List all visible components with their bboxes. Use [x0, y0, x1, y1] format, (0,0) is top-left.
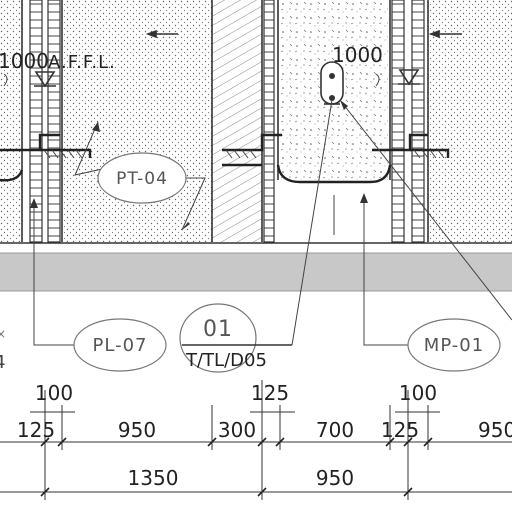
right-wall-panel — [428, 0, 512, 242]
edge-mark: 4 — [0, 352, 5, 373]
tag-mp01-label: MP-01 — [424, 335, 484, 356]
tag-mp01: MP-01 — [407, 318, 501, 372]
dim-mid-4: 700 — [316, 418, 354, 442]
framing-strip-3 — [263, 0, 275, 243]
niche-basin-edge — [276, 164, 392, 184]
height-marker-1: 1000 A.F.F.L. — [0, 49, 116, 88]
tag-pl07: PL-07 — [73, 318, 167, 372]
wall-lines — [21, 0, 429, 242]
dimension-lines — [0, 380, 512, 500]
tap-fitting — [320, 61, 344, 105]
wall-panel-pt04 — [62, 0, 212, 242]
dim-mid-3: 300 — [218, 418, 256, 442]
dim-low-1: 1350 — [128, 466, 179, 490]
dim-mid-2: 950 — [118, 418, 156, 442]
floor-band — [0, 253, 512, 291]
dimension-lower-row: 1350 950 — [128, 466, 355, 490]
dim-upper-3: 100 — [399, 381, 437, 405]
leader-arrowheads — [30, 100, 368, 230]
edge-tick: × — [0, 327, 6, 341]
framing-strip-4 — [391, 0, 405, 243]
dim-upper-2: 125 — [251, 381, 289, 405]
dimension-upper-row: 100 125 100 — [35, 381, 437, 405]
dim-mid-1: 125 — [17, 418, 55, 442]
hatched-column — [212, 0, 262, 242]
height-suffix-1: A.F.F.L. — [48, 52, 116, 73]
section-number: 01 — [203, 317, 233, 342]
dim-mid-5: 125 — [381, 418, 419, 442]
top-arrows — [145, 29, 462, 39]
framing-strip-5 — [411, 0, 425, 243]
dim-mid-6: 950 — [478, 418, 512, 442]
framing-strip-2 — [47, 0, 61, 243]
tag-pl07-label: PL-07 — [93, 335, 148, 356]
tag-pt04-label: PT-04 — [116, 169, 168, 189]
ledge-hatch — [43, 149, 445, 159]
section-sheet: T/TL/D05 — [185, 350, 267, 371]
height-value-2: 1000 — [332, 43, 383, 67]
dim-upper-1: 100 — [35, 381, 73, 405]
framing-strip-1 — [29, 0, 43, 243]
floor-top — [0, 243, 512, 253]
left-basin-edge — [0, 169, 24, 182]
tag-pt04: PT-04 — [97, 152, 187, 204]
dimension-middle-row: 125 950 300 700 125 950 — [17, 418, 512, 442]
height-value-1: 1000 — [0, 49, 49, 73]
dim-low-2: 950 — [316, 466, 354, 490]
section-reference: 01 T/TL/D05 — [179, 303, 292, 373]
height-marker-2: 1000 — [332, 43, 420, 87]
left-edge-panel — [0, 0, 22, 242]
